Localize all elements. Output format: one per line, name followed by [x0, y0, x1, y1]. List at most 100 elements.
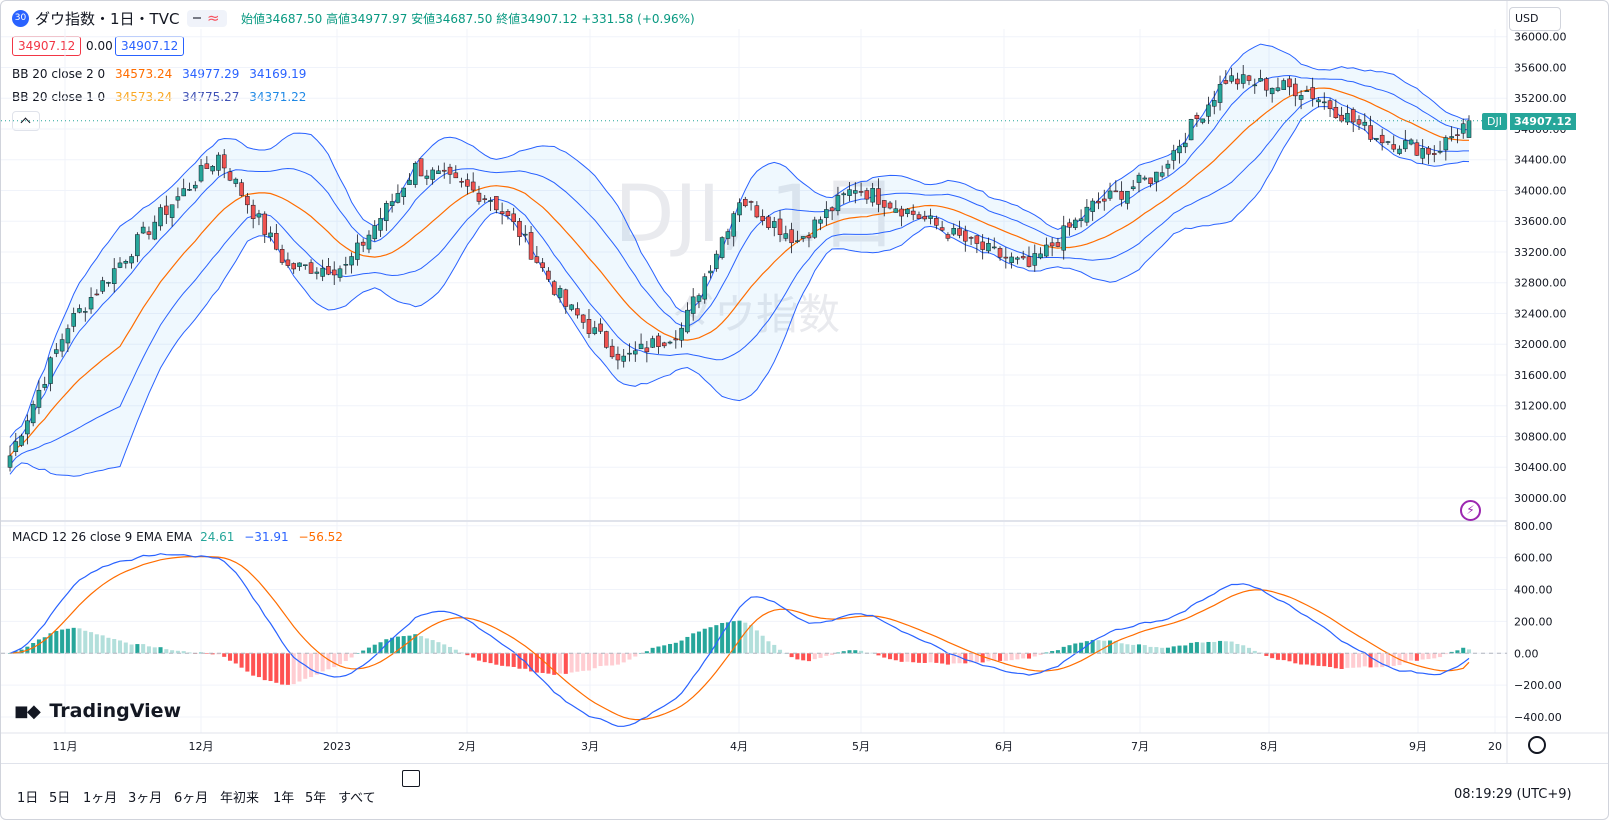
- candle-body: [841, 193, 846, 196]
- candle-body: [922, 215, 928, 220]
- candle-body: [1044, 244, 1049, 257]
- macd-histogram-bar: [1293, 653, 1298, 664]
- macd-histogram-bar: [928, 653, 933, 663]
- macd-histogram-bar: [806, 653, 812, 662]
- settings-gear-icon[interactable]: [1528, 736, 1546, 754]
- timeframe-3[interactable]: 3ヶ月: [128, 791, 163, 806]
- timeframe-4[interactable]: 6ヶ月: [174, 791, 209, 806]
- candle-body: [604, 331, 609, 348]
- candle-body: [737, 202, 742, 216]
- candle-body: [314, 271, 320, 274]
- macd-y-tick-label: 0.00: [1514, 647, 1539, 660]
- quote-spread: 0.00: [86, 39, 113, 53]
- candle-body: [714, 253, 719, 269]
- macd-histogram-bar: [714, 625, 719, 654]
- currency-select[interactable]: USD: [1509, 7, 1561, 31]
- candle-body: [934, 218, 939, 226]
- macd-histogram-bar: [262, 653, 267, 681]
- bb1-legend[interactable]: BB 20 close 1 0 34573.24 34775.27 34371.…: [12, 90, 306, 104]
- timeframe-5[interactable]: 年初来: [220, 791, 260, 806]
- candle-body: [986, 243, 991, 252]
- macd-histogram-bar: [581, 653, 586, 671]
- candle-body: [528, 232, 534, 260]
- macd-legend[interactable]: MACD 12 26 close 9 EMA EMA 24.61 −31.91 …: [12, 530, 343, 544]
- candle-body: [447, 166, 453, 175]
- candle-body: [482, 198, 488, 200]
- macd-histogram-bar: [1171, 646, 1176, 654]
- hide-indicators-button[interactable]: ≈: [187, 9, 227, 27]
- candle-body: [575, 308, 580, 316]
- macd-pane: [7, 553, 1472, 727]
- timeframe-1[interactable]: 5日: [49, 791, 71, 806]
- candle-body: [806, 235, 812, 239]
- x-tick-label: 12月: [189, 740, 214, 753]
- date-range-icon[interactable]: [402, 770, 420, 787]
- timeframe-7[interactable]: 5年: [305, 791, 327, 806]
- candle-body: [1194, 114, 1200, 120]
- bb2-legend[interactable]: BB 20 close 2 0 34573.24 34977.29 34169.…: [12, 67, 306, 81]
- timeframe-8[interactable]: すべて: [338, 791, 376, 806]
- candle-body: [30, 404, 36, 424]
- macd-histogram-bar: [899, 653, 904, 662]
- symbol-badge[interactable]: 30: [12, 10, 29, 27]
- macd-histogram-bar: [227, 653, 233, 661]
- timeframe-2[interactable]: 1ヶ月: [83, 791, 118, 806]
- clock[interactable]: 08:19:29 (UTC+9): [1454, 787, 1572, 802]
- candle-body: [111, 268, 117, 284]
- macd-histogram-bar: [309, 653, 314, 678]
- macd-histogram-bar: [557, 653, 563, 674]
- timeframe-0[interactable]: 1日: [17, 791, 39, 806]
- macd-histogram-bar: [725, 622, 730, 654]
- macd-histogram-bar: [48, 633, 53, 654]
- candle-body: [1061, 225, 1066, 251]
- macd-histogram-bar: [285, 653, 290, 685]
- alert-lightning-icon[interactable]: ⚡: [1460, 500, 1481, 521]
- macd-histogram-bar: [1038, 653, 1043, 655]
- candle-body: [1327, 100, 1333, 109]
- macd-histogram-bar: [1466, 649, 1472, 654]
- candle-body: [1171, 150, 1177, 161]
- macd-histogram-bar: [673, 642, 678, 654]
- macd-histogram-bar: [430, 640, 435, 654]
- macd-histogram-bar: [1044, 652, 1049, 654]
- candle-body: [615, 353, 621, 361]
- y-tick-label: 32400.00: [1514, 307, 1567, 320]
- macd-histogram-bar: [401, 636, 406, 654]
- macd-histogram-bar: [1455, 650, 1460, 654]
- candle-body: [540, 262, 545, 269]
- macd-histogram-bar: [1304, 653, 1309, 665]
- candle-body: [436, 170, 441, 174]
- candle-body: [1020, 256, 1026, 259]
- candle-body: [667, 341, 673, 344]
- candle-body: [777, 218, 783, 235]
- candle-body: [627, 352, 632, 355]
- candle-body: [1426, 147, 1431, 155]
- macd-y-tick-label: −200.00: [1514, 679, 1562, 692]
- macd-histogram-bar: [239, 653, 244, 668]
- candle-body: [395, 193, 401, 203]
- candle-body: [48, 357, 53, 384]
- macd-histogram-bar: [1246, 647, 1252, 654]
- macd-histogram-bar: [1009, 653, 1014, 661]
- candle-body: [1431, 153, 1437, 155]
- macd-histogram-bar: [743, 622, 748, 654]
- symbol-title[interactable]: ダウ指数・1日・TVC: [35, 10, 180, 28]
- candle-body: [360, 241, 366, 246]
- macd-histogram-bar: [210, 653, 215, 655]
- candle-body: [129, 256, 134, 264]
- tradingview-logo[interactable]: ◼◆ TradingView: [14, 700, 181, 722]
- macd-histogram-bar: [291, 653, 296, 685]
- macd-histogram-bar: [801, 653, 806, 661]
- candle-body: [1154, 171, 1159, 183]
- macd-histogram-bar: [1079, 642, 1084, 654]
- candle-body: [818, 219, 823, 224]
- macd-histogram-bar: [77, 628, 82, 654]
- candle-body: [928, 215, 933, 219]
- candle-body: [621, 355, 626, 362]
- timeframe-6[interactable]: 1年: [273, 791, 295, 806]
- macd-histogram-bar: [1073, 643, 1078, 654]
- candle-body: [192, 184, 198, 189]
- macd-histogram-bar: [1206, 641, 1211, 654]
- candle-body: [302, 264, 308, 266]
